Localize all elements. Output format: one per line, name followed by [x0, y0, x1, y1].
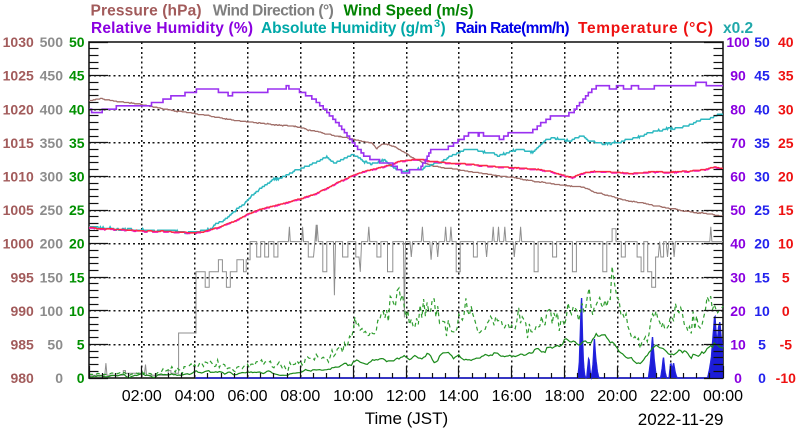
svg-text:0: 0	[782, 303, 790, 319]
svg-text:15: 15	[754, 269, 770, 285]
svg-text:5: 5	[782, 269, 790, 285]
svg-text:Wind Direction (°): Wind Direction (°)	[213, 3, 334, 20]
svg-text:995: 995	[10, 269, 34, 285]
svg-text:5: 5	[77, 337, 85, 353]
svg-text:25: 25	[754, 202, 770, 218]
svg-text:10: 10	[69, 303, 85, 319]
svg-text:0: 0	[77, 370, 85, 386]
svg-text:500: 500	[40, 34, 64, 50]
svg-text:08:00: 08:00	[280, 388, 320, 405]
svg-text:Pressure (hPa): Pressure (hPa)	[91, 3, 202, 20]
svg-text:Temperature (°C): Temperature (°C)	[578, 20, 713, 37]
svg-text:1025: 1025	[3, 68, 34, 84]
svg-text:350: 350	[40, 135, 64, 151]
svg-text:10: 10	[754, 303, 770, 319]
svg-text:06:00: 06:00	[227, 388, 267, 405]
svg-text:02:00: 02:00	[122, 388, 162, 405]
svg-text:45: 45	[69, 68, 85, 84]
svg-text:12:00: 12:00	[386, 388, 426, 405]
svg-text:10: 10	[730, 337, 746, 353]
svg-text:15: 15	[69, 269, 85, 285]
svg-text:1020: 1020	[3, 101, 34, 117]
svg-text:80: 80	[730, 101, 746, 117]
svg-text:Absolute Humidity (g/m: Absolute Humidity (g/m	[261, 20, 433, 37]
svg-text:985: 985	[10, 337, 34, 353]
svg-text:70: 70	[730, 135, 746, 151]
svg-text:30: 30	[778, 101, 794, 117]
svg-text:20: 20	[69, 236, 85, 252]
svg-text:-5: -5	[780, 337, 793, 353]
svg-text:16:00: 16:00	[492, 388, 532, 405]
svg-text:x0.2: x0.2	[723, 20, 753, 37]
svg-text:50: 50	[47, 337, 63, 353]
svg-text:): )	[441, 20, 446, 37]
svg-text:20: 20	[754, 236, 770, 252]
svg-text:Wind Speed (m/s): Wind Speed (m/s)	[344, 3, 474, 20]
svg-text:990: 990	[10, 303, 34, 319]
svg-text:-10: -10	[776, 370, 796, 386]
svg-text:Rain Rate(mm/h): Rain Rate(mm/h)	[456, 20, 570, 37]
svg-text:14:00: 14:00	[439, 388, 479, 405]
svg-text:1000: 1000	[3, 236, 34, 252]
svg-text:150: 150	[40, 269, 64, 285]
svg-text:18:00: 18:00	[544, 388, 584, 405]
svg-text:20: 20	[778, 169, 794, 185]
svg-text:45: 45	[754, 68, 770, 84]
svg-text:04:00: 04:00	[175, 388, 215, 405]
svg-text:15: 15	[778, 202, 794, 218]
svg-text:2022-11-29: 2022-11-29	[638, 410, 724, 429]
svg-text:0: 0	[734, 370, 742, 386]
svg-text:1015: 1015	[3, 135, 34, 151]
svg-text:0: 0	[55, 370, 63, 386]
svg-text:10: 10	[778, 236, 794, 252]
svg-text:25: 25	[778, 135, 794, 151]
svg-text:Time (JST): Time (JST)	[365, 409, 448, 428]
svg-text:250: 250	[40, 202, 64, 218]
svg-text:40: 40	[69, 101, 85, 117]
svg-text:400: 400	[40, 101, 64, 117]
svg-text:50: 50	[69, 34, 85, 50]
svg-text:00:00: 00:00	[703, 388, 743, 405]
svg-text:200: 200	[40, 236, 64, 252]
svg-text:35: 35	[778, 68, 794, 84]
svg-text:1005: 1005	[3, 202, 34, 218]
svg-text:100: 100	[40, 303, 64, 319]
svg-text:980: 980	[10, 370, 34, 386]
svg-text:22:00: 22:00	[650, 388, 690, 405]
svg-text:50: 50	[754, 34, 770, 50]
svg-text:0: 0	[758, 370, 766, 386]
svg-text:30: 30	[754, 169, 770, 185]
svg-text:5: 5	[758, 337, 766, 353]
svg-text:20: 20	[730, 303, 746, 319]
svg-text:50: 50	[730, 202, 746, 218]
svg-text:60: 60	[730, 169, 746, 185]
svg-text:20:00: 20:00	[597, 388, 637, 405]
svg-text:3: 3	[434, 18, 440, 30]
svg-text:450: 450	[40, 68, 64, 84]
svg-text:300: 300	[40, 169, 64, 185]
svg-text:1010: 1010	[3, 169, 34, 185]
svg-text:25: 25	[69, 202, 85, 218]
svg-text:Relative Humidity (%): Relative Humidity (%)	[91, 20, 253, 37]
svg-text:30: 30	[69, 169, 85, 185]
svg-text:35: 35	[754, 135, 770, 151]
svg-text:30: 30	[730, 269, 746, 285]
svg-text:40: 40	[730, 236, 746, 252]
svg-text:1030: 1030	[3, 34, 34, 50]
svg-text:100: 100	[726, 34, 750, 50]
svg-text:40: 40	[778, 34, 794, 50]
svg-text:90: 90	[730, 68, 746, 84]
svg-text:35: 35	[69, 135, 85, 151]
svg-text:10:00: 10:00	[333, 388, 373, 405]
svg-text:40: 40	[754, 101, 770, 117]
